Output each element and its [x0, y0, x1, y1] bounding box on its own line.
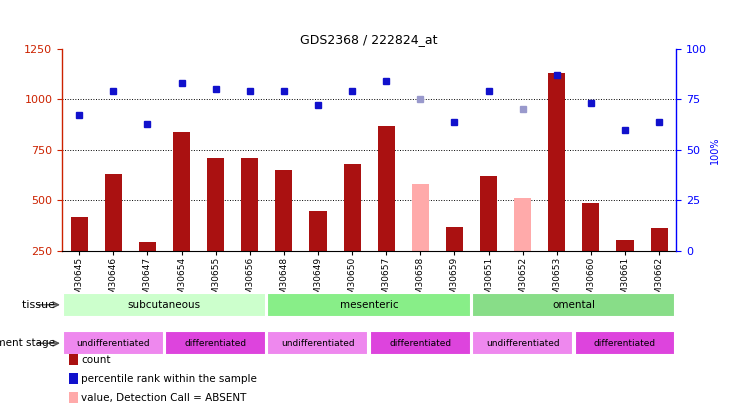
Bar [575, 331, 675, 355]
Bar [268, 293, 471, 317]
Bar [616, 240, 634, 251]
Text: differentiated: differentiated [390, 339, 451, 348]
Text: undifferentiated: undifferentiated [77, 339, 150, 348]
Bar [173, 132, 190, 251]
Text: count: count [81, 355, 110, 364]
Bar [268, 331, 368, 355]
Bar [472, 331, 573, 355]
Bar [472, 293, 675, 317]
Title: GDS2368 / 222824_at: GDS2368 / 222824_at [300, 33, 438, 46]
Text: percentile rank within the sample: percentile rank within the sample [81, 374, 257, 384]
Bar [241, 158, 258, 251]
Bar [480, 176, 497, 251]
Bar [370, 331, 471, 355]
Bar [207, 158, 224, 251]
Text: undifferentiated: undifferentiated [281, 339, 355, 348]
Text: development stage: development stage [0, 338, 58, 348]
Bar [412, 184, 429, 251]
Bar [446, 227, 463, 251]
Text: differentiated: differentiated [594, 339, 656, 348]
Bar [309, 211, 327, 251]
Bar [165, 331, 266, 355]
Text: tissue: tissue [22, 300, 58, 310]
Bar [651, 228, 667, 251]
Bar [63, 293, 266, 317]
Bar [378, 126, 395, 251]
Text: mesenteric: mesenteric [340, 300, 398, 310]
Bar [514, 198, 531, 251]
Bar [105, 174, 122, 251]
Bar [548, 73, 565, 251]
Bar [276, 170, 292, 251]
Bar [583, 202, 599, 251]
Text: differentiated: differentiated [185, 339, 246, 348]
Bar [63, 331, 164, 355]
Bar [71, 217, 88, 251]
Text: omental: omental [553, 300, 595, 310]
Bar [139, 242, 156, 251]
Text: subcutaneous: subcutaneous [128, 300, 201, 310]
Y-axis label: 100%: 100% [710, 136, 720, 164]
Text: value, Detection Call = ABSENT: value, Detection Call = ABSENT [81, 393, 246, 403]
Text: undifferentiated: undifferentiated [486, 339, 559, 348]
Bar [344, 164, 360, 251]
